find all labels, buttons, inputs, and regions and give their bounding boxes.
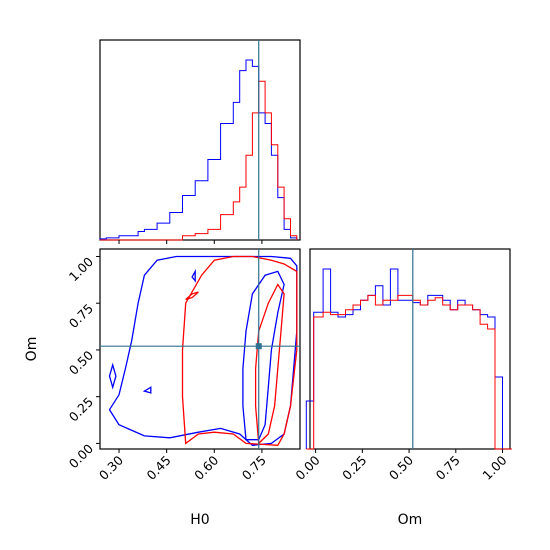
om-histogram-frame	[309, 248, 511, 450]
axis-ticks: 0.30 0.45 0.60 0.75 0.00 0.00 0.25 0.25 0.50 0.50…	[66, 240, 510, 483]
om-bottom-tick-label: 0.50	[386, 452, 416, 482]
contour-series-a-3	[142, 386, 152, 394]
om-bottom-tick-label: 0.00	[292, 452, 322, 482]
om-left-tick-label: 0.25	[66, 394, 96, 424]
contour-series-b-2	[185, 291, 199, 301]
om-bottom-tick-label: 1.00	[479, 452, 509, 482]
om-left-tick-label: 0.00	[66, 441, 96, 471]
h0-om-joint-contour-panel	[99, 248, 301, 450]
om-left-tick-label: 0.50	[66, 347, 96, 377]
om-axis-label-left: Om	[24, 337, 40, 362]
om-bottom-tick-label: 0.75	[433, 453, 463, 483]
h0-axis-label: H0	[190, 512, 209, 528]
contour-series-a-2	[108, 362, 117, 390]
h0-tick-label: 0.45	[143, 453, 173, 483]
contour-series-a-4	[191, 268, 196, 283]
h0-histogram-series-a	[99, 59, 298, 240]
om-bottom-tick-label: 0.25	[339, 453, 369, 483]
contour-series-a-0	[108, 255, 298, 446]
joint-contours	[108, 255, 298, 446]
contour-series-b-1	[254, 283, 285, 445]
truth-point-marker	[255, 343, 262, 350]
h0-histogram-series-b	[100, 80, 298, 241]
h0-tick-label: 0.75	[239, 453, 269, 483]
om-histogram-series-b	[306, 294, 512, 450]
h0-tick-label: 0.30	[96, 452, 126, 482]
om-left-tick-label: 0.75	[66, 301, 96, 331]
h0-tick-label: 0.60	[191, 452, 221, 482]
om-marginal-histogram-panel	[305, 248, 512, 450]
om-left-tick-label: 1.00	[66, 254, 96, 284]
h0-histogram-frame	[99, 39, 301, 241]
om-axis-label-bottom: Om	[398, 512, 423, 528]
joint-panel-frame	[99, 248, 301, 450]
h0-marginal-histogram-panel	[99, 39, 301, 241]
om-histogram-series-a	[305, 268, 512, 450]
contour-series-a-1	[242, 270, 285, 441]
